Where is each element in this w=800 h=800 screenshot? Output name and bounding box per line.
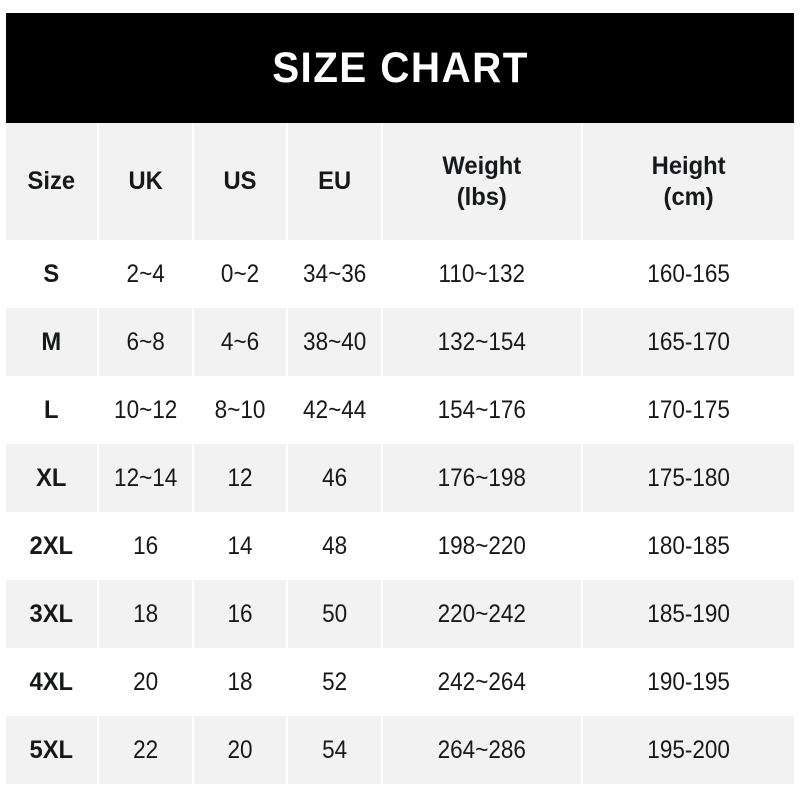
cell-size: 5XL [8, 716, 97, 784]
cell-eu: 46 [291, 444, 379, 512]
cell-uk: 22 [102, 716, 189, 784]
table-row: 3XL 18 16 50 220~242 185-190 [6, 580, 794, 648]
cell-weight: 176~198 [392, 444, 573, 512]
cell-weight: 242~264 [392, 648, 573, 716]
cell-uk: 10~12 [102, 376, 189, 444]
cell-us: 4~6 [197, 308, 284, 376]
cell-weight: 220~242 [392, 580, 573, 648]
cell-us: 12 [197, 444, 284, 512]
cell-weight: 264~286 [392, 716, 573, 784]
cell-size: S [8, 240, 97, 308]
cell-eu: 48 [291, 512, 379, 580]
column-header-label: UK [127, 167, 163, 196]
cell-eu: 52 [291, 648, 379, 716]
cell-uk: 16 [102, 512, 189, 580]
cell-eu: 34~36 [291, 240, 379, 308]
cell-size: L [8, 376, 97, 444]
cell-size: 3XL [8, 580, 97, 648]
cell-height: 185-190 [647, 599, 730, 628]
cell-eu: 42~44 [291, 376, 379, 444]
cell-height: 195-200 [647, 735, 730, 764]
page-title: SIZE CHART [271, 43, 529, 92]
cell-uk: 18 [102, 580, 189, 648]
cell-size: XL [8, 444, 97, 512]
column-header-us: US [195, 123, 286, 240]
table-row: S 2~4 0~2 34~36 110~132 160-165 [6, 240, 794, 308]
table-header-row: Size UK US EU Weight (lbs) Height (cm) [6, 123, 794, 240]
table-row: XL 12~14 12 46 176~198 175-180 [6, 444, 794, 512]
column-header-uk: UK [99, 123, 192, 240]
cell-us: 8~10 [197, 376, 284, 444]
table-header: Size UK US EU Weight (lbs) Height (cm) [6, 123, 794, 240]
cell-uk: 2~4 [102, 240, 189, 308]
table-row: M 6~8 4~6 38~40 132~154 165-170 [6, 308, 794, 376]
column-header-label: Weight [442, 152, 522, 180]
column-header-label: US [223, 167, 257, 196]
cell-height: 175-180 [647, 463, 730, 492]
cell-eu: 38~40 [291, 308, 379, 376]
column-header-unit: (cm) [663, 182, 714, 211]
cell-uk: 12~14 [102, 444, 189, 512]
cell-uk: 6~8 [102, 308, 189, 376]
table-row: 2XL 16 14 48 198~220 180-185 [6, 512, 794, 580]
cell-height: 180-185 [647, 531, 730, 560]
column-header-eu: EU [289, 123, 381, 240]
cell-us: 0~2 [197, 240, 284, 308]
cell-size: M [8, 308, 97, 376]
cell-us: 16 [197, 580, 284, 648]
column-header-label: EU [318, 167, 352, 196]
column-header-label: Size [27, 167, 76, 196]
title-banner: SIZE CHART [6, 13, 794, 123]
cell-weight: 198~220 [392, 512, 573, 580]
column-header-label: Height [651, 152, 726, 180]
table-row: 5XL 22 20 54 264~286 195-200 [6, 716, 794, 784]
cell-uk: 20 [102, 648, 189, 716]
size-chart-card: SIZE CHART Size UK US EU Weight (lbs) Height (c… [6, 13, 794, 784]
cell-eu: 54 [291, 716, 379, 784]
size-chart-table: Size UK US EU Weight (lbs) Height (cm) S 2~4 0~2 3… [6, 123, 794, 784]
cell-us: 20 [197, 716, 284, 784]
column-header-weight: Weight (lbs) [387, 123, 578, 240]
cell-size: 4XL [8, 648, 97, 716]
cell-height: 190-195 [647, 667, 730, 696]
cell-us: 14 [197, 512, 284, 580]
column-header-height: Height (cm) [587, 123, 789, 240]
cell-height: 160-165 [647, 259, 730, 288]
cell-weight: 154~176 [392, 376, 573, 444]
column-header-unit: (lbs) [456, 182, 508, 211]
cell-weight: 132~154 [392, 308, 573, 376]
table-body: S 2~4 0~2 34~36 110~132 160-165 M 6~8 4~6 38~40 13… [6, 240, 794, 784]
column-header-size: Size [8, 123, 97, 240]
cell-eu: 50 [291, 580, 379, 648]
table-row: L 10~12 8~10 42~44 154~176 170-175 [6, 376, 794, 444]
cell-height: 170-175 [647, 395, 730, 424]
table-row: 4XL 20 18 52 242~264 190-195 [6, 648, 794, 716]
cell-height: 165-170 [647, 327, 730, 356]
cell-weight: 110~132 [392, 240, 573, 308]
cell-size: 2XL [8, 512, 97, 580]
cell-us: 18 [197, 648, 284, 716]
